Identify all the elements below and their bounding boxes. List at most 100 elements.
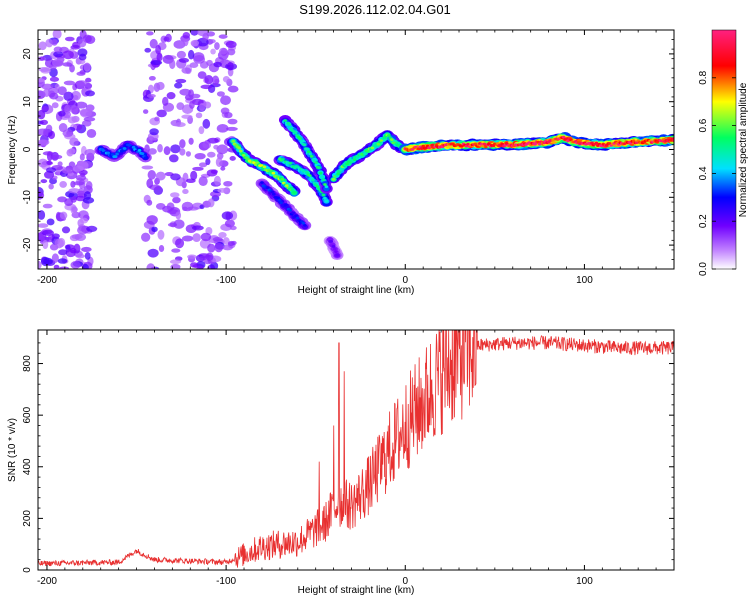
- noise-blob: [59, 211, 68, 220]
- x-tick-label: 100: [576, 275, 593, 286]
- noise-blob: [38, 41, 47, 51]
- colorbar-tick-label: 0.4: [698, 166, 709, 180]
- noise-blob: [181, 67, 192, 74]
- track-segment: [335, 253, 339, 257]
- noise-blob: [224, 112, 233, 119]
- noise-blob: [85, 181, 93, 190]
- spectral-track: [278, 115, 333, 194]
- noise-blob: [151, 226, 158, 232]
- noise-blob: [40, 179, 48, 184]
- track-segment: [291, 211, 295, 215]
- track-segment: [631, 139, 636, 143]
- noise-blob: [162, 96, 169, 106]
- y-tick-label: 600: [22, 406, 33, 423]
- noise-blob: [207, 151, 216, 158]
- noise-blob: [46, 218, 55, 226]
- track-segment: [238, 149, 243, 153]
- noise-blob: [182, 188, 189, 195]
- colorbar-tick-label: 0.6: [698, 118, 709, 132]
- track-segment: [299, 139, 304, 143]
- noise-blob: [141, 232, 151, 242]
- noise-blob: [223, 180, 233, 187]
- track-segment: [315, 185, 320, 188]
- x-tick-label: -200: [37, 275, 57, 286]
- noise-blob: [215, 157, 223, 168]
- track-segment: [106, 151, 110, 155]
- noise-blob: [39, 56, 45, 61]
- noise-blob: [66, 148, 74, 157]
- noise-blob: [199, 102, 206, 112]
- snr-series-line: [38, 330, 674, 568]
- track-segment: [308, 174, 312, 178]
- noise-blob: [226, 126, 238, 131]
- track-segment: [294, 214, 298, 218]
- noise-blob: [77, 39, 87, 48]
- noise-blob: [206, 59, 213, 66]
- track-segment: [276, 196, 281, 200]
- noise-blob: [169, 59, 176, 70]
- bottom-y-axis-label: SNR (10 * v/v): [7, 418, 18, 482]
- noise-blob: [38, 158, 48, 168]
- noise-blob: [52, 30, 62, 39]
- noise-blob: [173, 219, 185, 229]
- noise-blob: [64, 36, 75, 42]
- track-segment: [262, 165, 267, 169]
- noise-blob: [75, 253, 85, 259]
- noise-blob: [179, 88, 192, 96]
- noise-blob: [42, 203, 53, 209]
- noise-blob: [83, 62, 91, 72]
- noise-blob: [146, 31, 154, 36]
- noise-blob: [70, 261, 81, 269]
- noise-blob: [71, 90, 81, 101]
- noise-blob: [53, 46, 63, 53]
- noise-blob: [69, 247, 77, 254]
- noise-blob: [45, 38, 54, 48]
- noise-blob: [51, 233, 60, 239]
- noise-blob: [52, 58, 64, 67]
- noise-blob: [84, 251, 91, 260]
- noise-blob: [214, 42, 220, 50]
- track-segment: [366, 149, 370, 153]
- noise-blob: [85, 90, 95, 97]
- noise-blob: [213, 61, 222, 68]
- noise-blob: [194, 152, 206, 160]
- x-tick-label: -100: [216, 576, 236, 587]
- noise-blob: [72, 165, 84, 172]
- track-segment: [284, 184, 289, 187]
- noise-blob: [62, 62, 73, 67]
- noise-blob: [181, 201, 194, 212]
- noise-blob: [57, 86, 67, 96]
- top-y-axis-label: Frequency (Hz): [7, 116, 18, 185]
- track-segment: [336, 172, 340, 176]
- noise-blob: [83, 116, 96, 122]
- noise-blob: [142, 109, 149, 114]
- noise-blob: [154, 116, 160, 122]
- noise-blob: [84, 148, 96, 157]
- noise-blob: [73, 181, 85, 186]
- track-segment: [308, 152, 313, 156]
- track-segment: [293, 131, 298, 135]
- y-tick-label: -20: [22, 237, 33, 252]
- colorbar-tick-label: 0.2: [698, 214, 709, 228]
- noise-blob: [190, 170, 198, 181]
- noise-blob: [224, 219, 235, 228]
- noise-blob: [38, 109, 46, 120]
- noise-blob: [190, 39, 199, 47]
- track-segment: [390, 138, 394, 142]
- track-segment: [376, 142, 381, 146]
- noise-blob: [148, 75, 156, 81]
- track-segment: [504, 142, 509, 145]
- track-segment: [329, 239, 334, 243]
- chart-title: S199.2026.112.02.04.G01: [299, 2, 451, 17]
- track-segment: [321, 193, 326, 197]
- noise-blob: [41, 106, 49, 112]
- noise-blob: [169, 259, 182, 265]
- noise-blob: [175, 238, 185, 249]
- noise-blob: [220, 95, 231, 106]
- noise-blob: [51, 102, 59, 109]
- noise-blob: [175, 211, 182, 220]
- track-segment: [421, 144, 425, 148]
- noise-blob: [192, 233, 201, 243]
- track-segment: [324, 185, 329, 189]
